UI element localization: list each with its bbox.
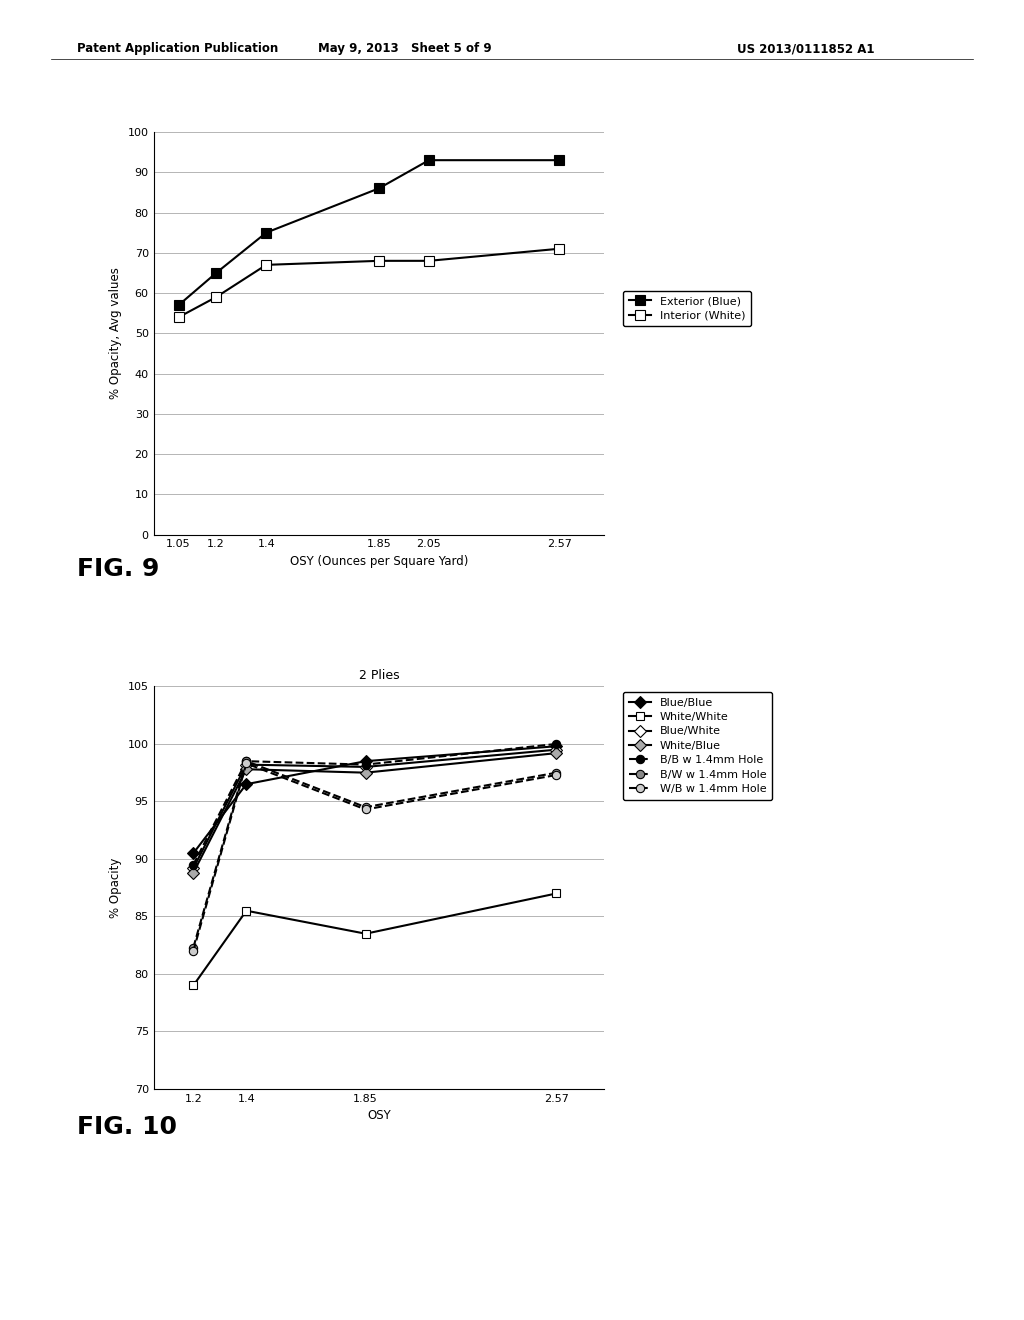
Title: 2 Plies: 2 Plies xyxy=(358,669,399,682)
Text: US 2013/0111852 A1: US 2013/0111852 A1 xyxy=(737,42,874,55)
X-axis label: OSY: OSY xyxy=(367,1109,391,1122)
Text: Patent Application Publication: Patent Application Publication xyxy=(77,42,279,55)
Text: FIG. 9: FIG. 9 xyxy=(77,557,159,581)
Y-axis label: % Opacity, Avg values: % Opacity, Avg values xyxy=(110,268,122,399)
Text: FIG. 10: FIG. 10 xyxy=(77,1115,177,1139)
Legend: Blue/Blue, White/White, Blue/White, White/Blue, B/B w 1.4mm Hole, B/W w 1.4mm Ho: Blue/Blue, White/White, Blue/White, Whit… xyxy=(624,692,772,800)
Legend: Exterior (Blue), Interior (White): Exterior (Blue), Interior (White) xyxy=(624,290,751,326)
X-axis label: OSY (Ounces per Square Yard): OSY (Ounces per Square Yard) xyxy=(290,554,468,568)
Text: May 9, 2013   Sheet 5 of 9: May 9, 2013 Sheet 5 of 9 xyxy=(317,42,492,55)
Y-axis label: % Opacity: % Opacity xyxy=(110,858,122,917)
